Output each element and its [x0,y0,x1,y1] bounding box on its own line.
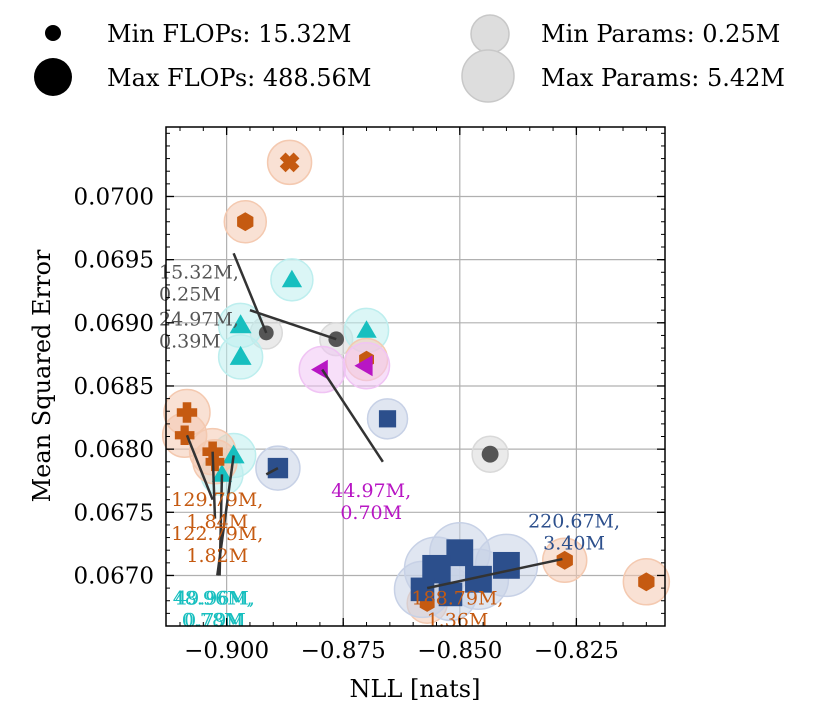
annotation-label: 3.40M [543,532,605,554]
annotation-lines [185,252,563,590]
gray-circle-point [328,331,345,348]
axis-ticks [166,127,665,627]
annotation-label: 1.36M [427,610,489,632]
annotation-label: 49.96M, [175,588,255,610]
cyan-triangle-point [222,444,245,464]
axis-tick-labels: −0.900 −0.875 −0.850 −0.825 0.0670 0.0675 0.06… [74,184,619,664]
blue-square-point [438,582,463,607]
blue-square-point [410,577,435,602]
x-axis-label: NLL [nats] [350,675,481,703]
cyan-triangle-point [356,320,377,338]
x-tick-label: −0.850 [417,638,502,664]
orange-plus-point [176,402,198,423]
cyan-triangle-point [229,314,252,334]
annotation-label: 0.39M [159,330,221,352]
orange-cross-point-shape [279,152,300,173]
annotation-label: 1.82M [186,545,248,567]
annotation-leader-line [426,557,563,590]
legend-min-flops-label: Min FLOPs: 15.32M [107,20,351,48]
magenta-triangle-left-point [311,359,328,380]
y-tick-label: 0.0680 [74,437,154,463]
magenta-triangle-left-point [354,355,373,377]
blue-square-point [446,539,474,567]
y-tick-label: 0.0675 [74,500,154,526]
orange-cross-point [279,152,300,173]
y-tick-label: 0.0690 [74,311,154,337]
annotation-leader-line [321,368,384,463]
plot-frame [165,126,666,627]
cyan-triangle-point [211,464,233,482]
legend-min-flops-marker [45,25,61,41]
annotation-label: 24.97M, [159,308,239,330]
legend-max-flops-label: Max FLOPs: 488.56M [107,64,371,92]
cyan-triangle-point [281,269,303,288]
orange-plus-point [174,425,195,446]
orange-plus-point [205,452,225,472]
annotation-leader-line [185,434,214,501]
annotation-label: 48.96M, [173,588,253,610]
blue-square-point [493,551,520,579]
annotation-label: 129.79M, [171,489,263,511]
x-tick-label: −0.875 [301,638,386,664]
orange-hexagon-point [237,212,254,232]
annotation-leader-line [249,308,337,341]
x-tick-label: −0.825 [534,638,619,664]
annotation-label: 0.25M [159,284,221,306]
y-tick-label: 0.0700 [74,184,154,210]
cyan-triangle-point [229,345,252,365]
legend-min-params-marker [470,14,510,54]
y-tick-label: 0.0695 [74,248,154,274]
markers [174,152,655,612]
annotation-leader-line [265,466,279,476]
legend-max-params-label: Max Params: 5.42M [541,64,785,92]
annotation-leader-line [232,252,268,334]
annotation-label: 44.97M, [331,480,411,502]
annotation-label: 15.32M, [159,262,239,284]
legend: Min FLOPs: 15.32M Max FLOPs: 488.56M Min… [34,14,785,103]
gray-circle-point [481,445,499,463]
annotation-label: 0.79M [184,610,246,632]
legend-min-params-label: Min Params: 0.25M [541,20,780,48]
legend-max-params-marker [461,49,515,103]
annotation-label: 220.67M, [528,510,620,532]
y-tick-label: 0.0670 [74,563,154,589]
y-axis-label: Mean Squared Error [28,249,56,502]
annotation-label: 0.70M [340,502,402,524]
blue-square-point [378,410,397,428]
annotation-label: 188.79M, [411,588,503,610]
annotation-label: 1.84M [186,511,248,533]
annotation-leader-line [211,451,217,519]
y-tick-label: 0.0685 [74,374,154,400]
orange-hexagon-point [556,550,573,570]
annotation-leader-line [216,455,235,576]
orange-hexagon-point [638,572,655,592]
annotation-label: 122.79M, [171,523,263,545]
x-tick-label: −0.900 [184,638,269,664]
legend-max-flops-marker [34,58,72,96]
